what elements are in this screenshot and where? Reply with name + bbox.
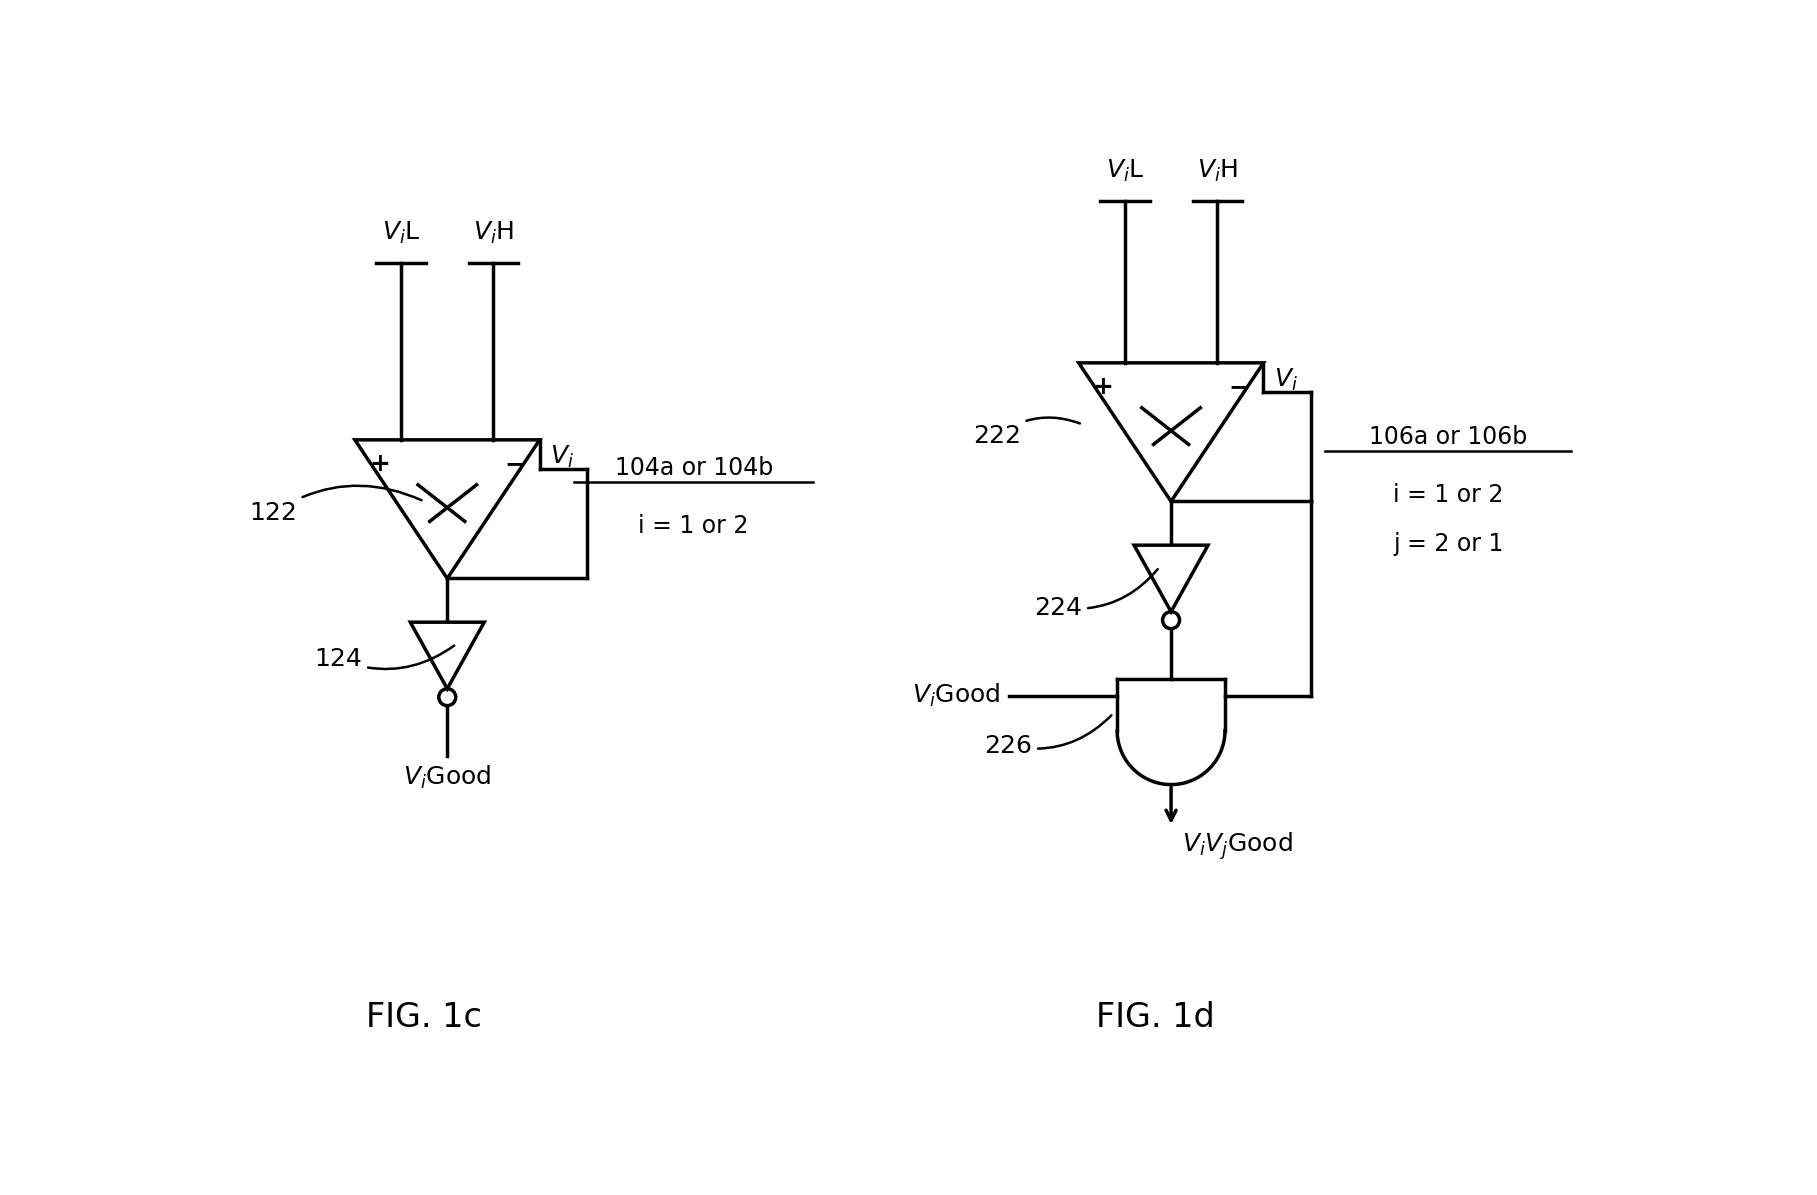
Text: $V_i$Good: $V_i$Good	[912, 682, 999, 710]
Text: 106a or 106b: 106a or 106b	[1370, 425, 1528, 449]
Text: $V_i$L: $V_i$L	[1105, 158, 1145, 184]
Text: −: −	[505, 453, 525, 477]
Text: i = 1 or 2: i = 1 or 2	[638, 514, 749, 538]
Text: 104a or 104b: 104a or 104b	[614, 455, 772, 480]
Text: j = 2 or 1: j = 2 or 1	[1394, 532, 1503, 556]
Text: +: +	[369, 453, 391, 477]
Text: $V_i$$V_j$Good: $V_i$$V_j$Good	[1181, 831, 1292, 863]
Text: 226: 226	[985, 716, 1112, 758]
Text: 124: 124	[314, 645, 454, 672]
Text: $V_i$Good: $V_i$Good	[403, 764, 491, 791]
Text: 122: 122	[249, 485, 422, 525]
Text: +: +	[1092, 375, 1114, 399]
Text: $V_i$: $V_i$	[551, 443, 574, 470]
Text: FIG. 1c: FIG. 1c	[367, 1001, 482, 1034]
Text: 222: 222	[972, 417, 1079, 448]
Text: FIG. 1d: FIG. 1d	[1096, 1001, 1216, 1034]
Text: i = 1 or 2: i = 1 or 2	[1394, 483, 1503, 508]
Text: 224: 224	[1034, 569, 1157, 620]
Text: −: −	[1228, 375, 1250, 399]
Text: $V_i$: $V_i$	[1274, 367, 1297, 393]
Text: $V_i$H: $V_i$H	[1197, 158, 1237, 184]
Text: $V_i$L: $V_i$L	[382, 220, 420, 246]
Text: $V_i$H: $V_i$H	[472, 220, 514, 246]
